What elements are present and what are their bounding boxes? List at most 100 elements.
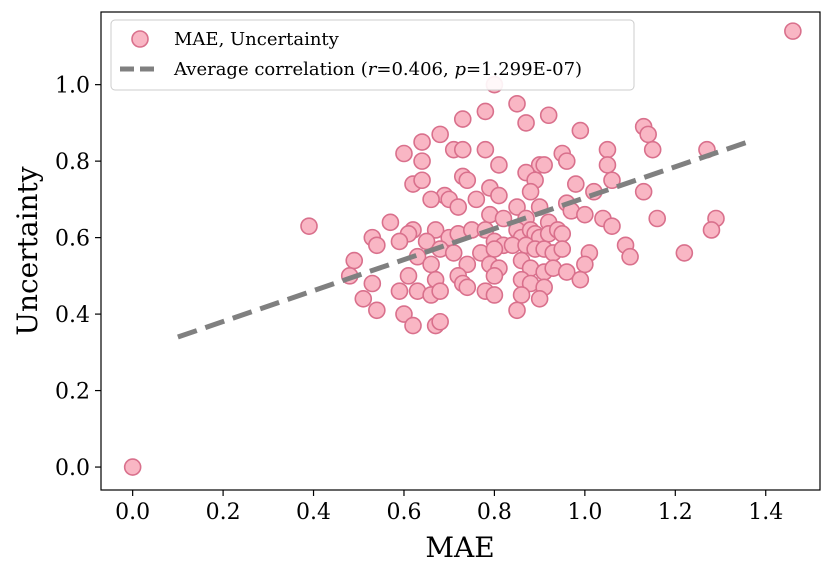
- data-point: [368, 301, 386, 320]
- y-tick-label: 0.2: [55, 380, 90, 405]
- legend-p-symbol: p: [454, 59, 466, 80]
- data-point: [702, 221, 721, 239]
- x-tick-label: 0.0: [115, 500, 150, 525]
- data-point: [530, 289, 549, 308]
- data-point: [490, 156, 508, 174]
- y-tick-label: 1.0: [55, 74, 90, 99]
- x-axis-label: MAE: [425, 531, 494, 564]
- legend-label-scatter: MAE, Uncertainty: [174, 29, 340, 50]
- data-point: [431, 312, 449, 331]
- data-point: [458, 171, 477, 190]
- data-point: [512, 286, 531, 304]
- data-point: [413, 152, 431, 170]
- data-point: [539, 106, 558, 125]
- data-point: [535, 156, 553, 174]
- data-point: [598, 140, 617, 159]
- data-point: [675, 244, 694, 262]
- data-point: [648, 209, 667, 228]
- data-point: [449, 198, 468, 216]
- data-point: [345, 251, 364, 270]
- data-point: [639, 125, 657, 144]
- y-tick-label: 0.8: [55, 150, 90, 175]
- data-point: [571, 270, 590, 289]
- data-point: [576, 205, 594, 224]
- x-tick-label: 1.4: [748, 500, 783, 525]
- data-point: [576, 255, 594, 274]
- data-point: [557, 263, 576, 281]
- data-point: [431, 282, 449, 300]
- legend-box: [110, 19, 635, 91]
- data-point: [453, 110, 472, 128]
- data-point: [517, 114, 535, 132]
- data-point: [444, 244, 463, 262]
- data-point: [634, 182, 653, 201]
- x-tick-label: 0.4: [296, 500, 331, 525]
- scatter-points: [123, 22, 802, 476]
- y-axis: 0.0 0.2 0.4 0.6 0.8 1.0: [55, 74, 101, 481]
- data-point: [300, 217, 318, 235]
- data-point: [485, 286, 504, 304]
- data-point: [508, 94, 526, 113]
- legend-r-symbol: r: [368, 59, 378, 80]
- data-point: [476, 140, 495, 159]
- x-axis: 0.0 0.2 0.4 0.6 0.8 1.0 1.2 1.4: [115, 490, 783, 525]
- data-point: [399, 267, 418, 285]
- data-point: [453, 140, 472, 159]
- data-point: [426, 221, 445, 239]
- data-point: [395, 144, 413, 163]
- x-tick-label: 1.2: [658, 500, 693, 525]
- data-point: [390, 232, 409, 251]
- data-point: [476, 102, 495, 121]
- data-point: [404, 316, 422, 335]
- y-axis-label: Uncertainty: [11, 166, 44, 335]
- x-tick-label: 0.6: [386, 500, 421, 525]
- data-point: [621, 247, 639, 266]
- trend-line: [177, 139, 749, 340]
- data-point: [521, 182, 540, 201]
- data-point: [458, 255, 477, 274]
- x-tick-label: 0.2: [206, 500, 241, 525]
- legend-label-line: Average correlation (r=0.406, p=1.299E-0…: [173, 59, 582, 80]
- data-point: [381, 213, 400, 232]
- x-tick-label: 0.8: [477, 500, 512, 525]
- legend-marker-icon: [131, 30, 149, 48]
- data-point: [603, 217, 621, 235]
- y-tick-label: 0.6: [55, 227, 90, 252]
- data-point: [413, 133, 431, 151]
- legend: MAE, Uncertainty Average correlation (r=…: [110, 19, 635, 91]
- legend-p-value: =1.299E-07): [466, 59, 582, 80]
- data-point: [490, 186, 508, 205]
- data-point: [508, 301, 526, 320]
- data-point: [368, 236, 386, 255]
- data-point: [508, 198, 526, 216]
- data-point: [422, 255, 440, 274]
- data-point: [123, 458, 142, 476]
- data-point: [413, 171, 431, 190]
- data-point: [485, 267, 504, 285]
- data-point: [422, 190, 440, 209]
- data-point: [467, 190, 486, 209]
- data-point: [390, 282, 409, 300]
- data-point: [603, 171, 621, 190]
- data-point: [363, 274, 382, 293]
- data-point: [643, 140, 662, 159]
- plot-frame: [100, 11, 821, 491]
- y-tick-label: 0.0: [55, 456, 90, 481]
- data-point: [485, 240, 504, 258]
- data-point: [553, 240, 572, 258]
- data-point: [557, 152, 576, 170]
- data-point: [553, 224, 572, 243]
- data-point: [567, 175, 585, 193]
- data-point: [431, 125, 449, 144]
- data-point: [598, 156, 617, 174]
- data-point: [354, 289, 373, 308]
- y-tick-label: 0.4: [55, 303, 90, 328]
- data-point: [395, 305, 413, 323]
- data-point: [458, 278, 477, 297]
- legend-line-prefix: Average correlation (: [173, 59, 368, 80]
- data-point: [784, 22, 802, 40]
- x-tick-label: 1.0: [567, 500, 602, 525]
- data-point: [571, 121, 590, 140]
- legend-r-value: =0.406,: [376, 59, 454, 80]
